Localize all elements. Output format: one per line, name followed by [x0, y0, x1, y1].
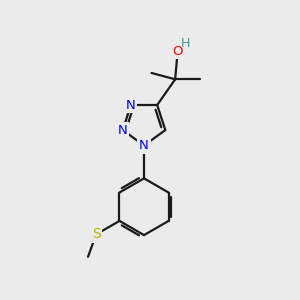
Text: N: N: [118, 124, 128, 136]
Text: O: O: [172, 45, 183, 58]
Text: N: N: [126, 98, 136, 112]
Text: S: S: [92, 227, 100, 242]
Text: N: N: [139, 139, 149, 152]
Text: H: H: [181, 37, 190, 50]
